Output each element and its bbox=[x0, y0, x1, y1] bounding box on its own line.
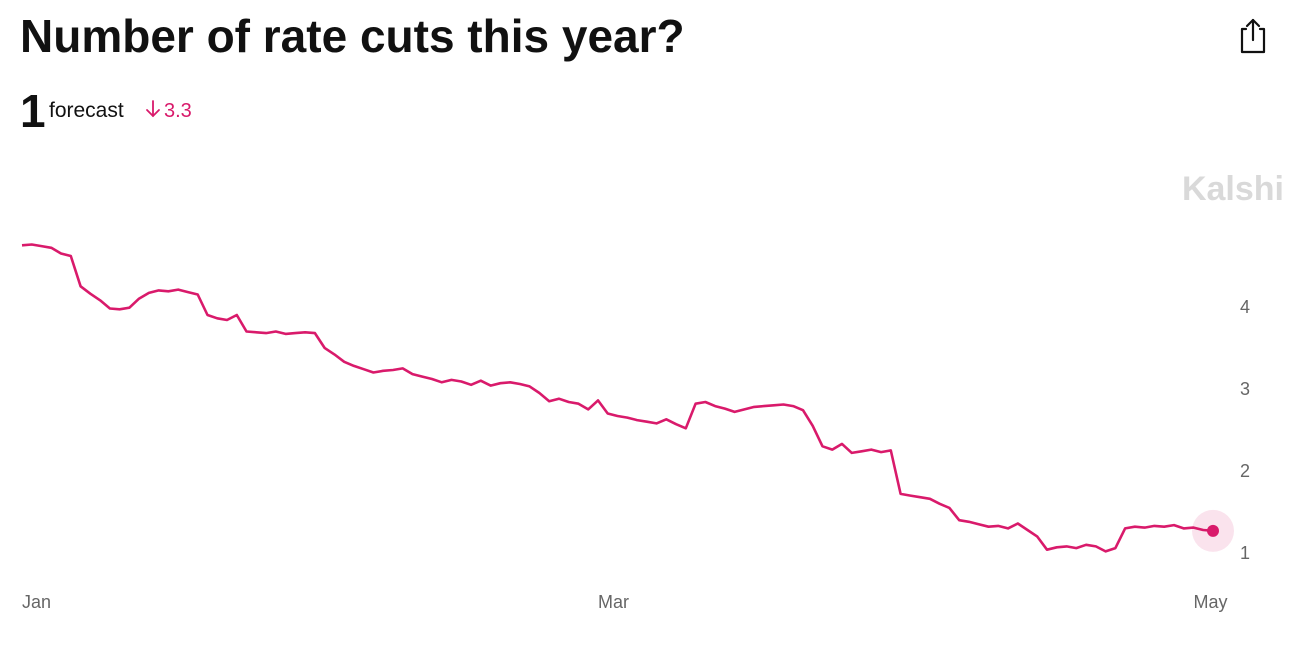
y-tick-label: 1 bbox=[1240, 543, 1250, 563]
line bbox=[21, 243, 1214, 553]
x-tick-label: May bbox=[1193, 592, 1227, 612]
forecast-value: 1 bbox=[20, 85, 46, 137]
share-button[interactable] bbox=[1240, 18, 1266, 54]
last-point bbox=[1207, 524, 1219, 537]
forecast-change: 3.3 bbox=[164, 100, 192, 122]
y-tick-label: 2 bbox=[1240, 461, 1250, 481]
x-tick-label: Jan bbox=[22, 592, 51, 612]
y-tick-label: 3 bbox=[1240, 379, 1250, 399]
down-arrow-icon bbox=[146, 100, 160, 118]
watermark: Kalshi bbox=[1182, 170, 1284, 208]
x-tick-label: Mar bbox=[598, 592, 629, 612]
y-tick-label: 4 bbox=[1240, 297, 1250, 317]
forecast-label: forecast bbox=[49, 99, 124, 122]
chart-title: Number of rate cuts this year? bbox=[20, 10, 685, 62]
